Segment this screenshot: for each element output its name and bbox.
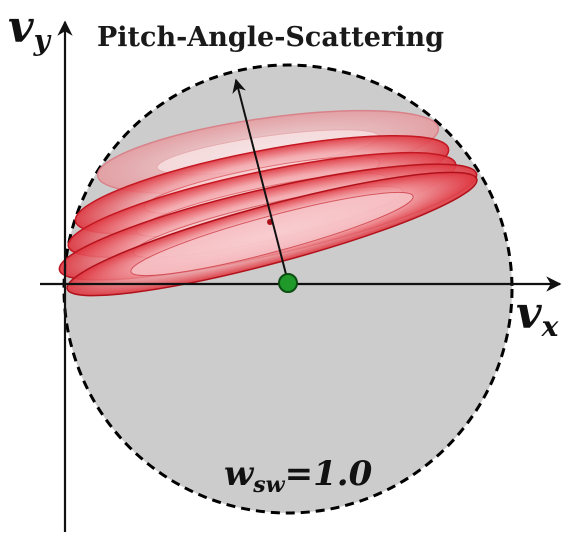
x-axis-label-main: v <box>516 288 542 339</box>
y-axis-label: vy <box>8 2 52 57</box>
wsw-symbol: w <box>224 454 255 494</box>
y-axis-label-sub: y <box>33 24 52 57</box>
y-axis-label-main: v <box>8 2 34 53</box>
wsw-subscript: sw <box>252 472 285 498</box>
shell-layer-5 <box>66 171 478 297</box>
diagram-title: Pitch-Angle-Scattering <box>97 22 444 53</box>
wsw-annotation: wsw=1.0 <box>224 454 373 498</box>
x-axis-label: vx <box>516 288 559 343</box>
wsw-value: =1.0 <box>285 454 373 494</box>
x-axis-label-sub: x <box>541 310 559 343</box>
green-center-dot <box>278 273 298 293</box>
direction-arrow <box>232 78 289 283</box>
